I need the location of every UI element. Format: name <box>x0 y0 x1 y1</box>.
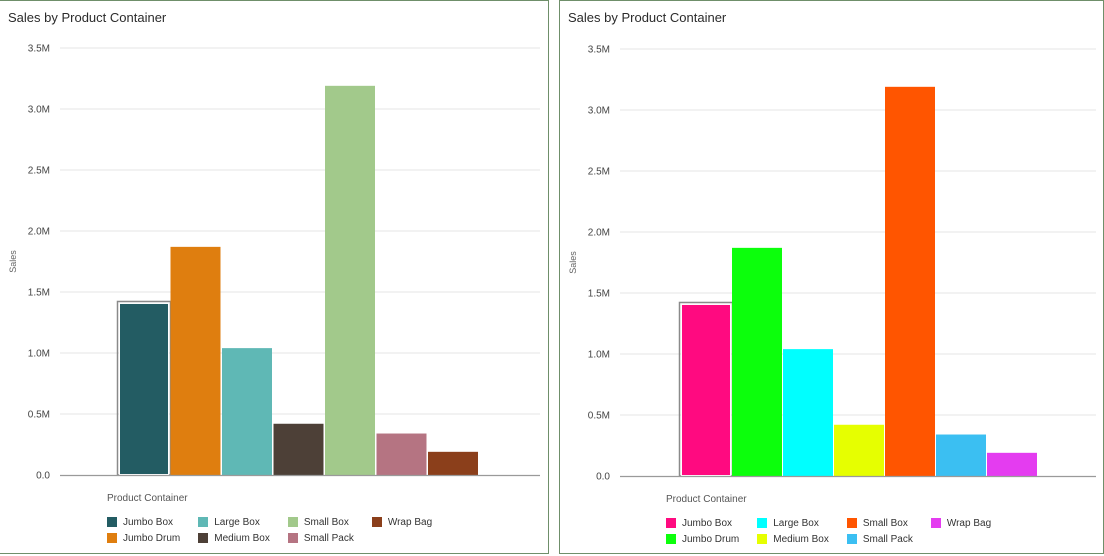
legend-label: Jumbo Box <box>123 516 174 528</box>
legend-item-small-box[interactable]: Small Box <box>846 515 913 531</box>
legend-label: Wrap Bag <box>387 516 433 528</box>
legend-swatch <box>198 533 209 543</box>
legend-swatch <box>666 534 676 544</box>
y-tick-label: 0.0 <box>36 471 50 482</box>
selection-inner-outline <box>119 302 169 476</box>
legend-item-jumbo-drum[interactable]: Jumbo Drum <box>666 531 739 547</box>
legend-label: Small Pack <box>862 533 913 545</box>
bar-jumbo-drum[interactable] <box>732 247 782 476</box>
bar-small-pack[interactable] <box>936 434 986 476</box>
y-axis-label: Sales <box>568 251 578 274</box>
legend-swatch <box>846 518 857 528</box>
legend-swatch <box>287 517 298 527</box>
bar-medium-box[interactable] <box>834 424 884 476</box>
y-tick-label: 3.5M <box>28 44 50 55</box>
y-tick-label: 0.5M <box>588 411 610 422</box>
legend-item-small-box[interactable]: Small Box <box>287 514 354 530</box>
y-tick-label: 3.0M <box>28 105 50 116</box>
legend-label: Jumbo Drum <box>682 533 740 545</box>
y-tick-label: 2.0M <box>28 227 50 238</box>
legend-swatch <box>107 533 117 543</box>
chart-title: Sales by Product Container <box>568 10 727 25</box>
legend-item-wrap-bag[interactable]: Wrap Bag <box>930 515 992 531</box>
y-tick-label: 2.0M <box>588 228 610 239</box>
legend: Jumbo Box Jumbo Drum Large Box Medium Box Sm… <box>666 515 991 547</box>
legend-label: Wrap Bag <box>946 517 992 529</box>
legend-title: Product Container <box>107 493 188 504</box>
y-tick-label: 3.5M <box>588 45 610 56</box>
legend-item-large-box[interactable]: Large Box <box>757 515 829 531</box>
legend-label: Small Box <box>862 517 908 529</box>
y-tick-label: 1.5M <box>28 288 50 299</box>
legend-title: Product Container <box>666 494 747 505</box>
legend-label: Small Box <box>303 516 349 528</box>
y-tick-label: 2.5M <box>28 166 50 177</box>
legend: Jumbo Box Jumbo Drum Large Box Medium Box Sm… <box>107 514 432 546</box>
legend-label: Medium Box <box>214 532 270 544</box>
legend-label: Small Pack <box>303 532 354 544</box>
bar-small-pack[interactable] <box>376 433 427 475</box>
legend-swatch <box>930 518 941 528</box>
bar-wrap-bag[interactable] <box>987 452 1037 476</box>
bar-chart-right: 0.0 0.5M 1.0M 1.5M 2.0M 2.5M 3.0M 3.5M Sales <box>568 45 1096 483</box>
chart-panel-left: Sales by Product Container 0.0 0.5M 1.0M 1.… <box>0 0 549 554</box>
legend-item-medium-box[interactable]: Medium Box <box>757 531 829 547</box>
y-tick-label: 0.5M <box>28 410 50 421</box>
legend-item-large-box[interactable]: Large Box <box>198 514 270 530</box>
selection-inner-outline <box>681 303 731 477</box>
y-tick-label: 2.5M <box>588 167 610 178</box>
legend-swatch <box>107 517 117 527</box>
legend-item-wrap-bag[interactable]: Wrap Bag <box>371 514 433 530</box>
legend-swatch <box>757 518 768 528</box>
bar-small-box[interactable] <box>325 85 375 475</box>
legend-swatch <box>287 533 298 543</box>
y-tick-label: 3.0M <box>588 106 610 117</box>
legend-label: Jumbo Drum <box>123 532 181 544</box>
bar-small-box[interactable] <box>885 86 935 476</box>
bar-jumbo-drum[interactable] <box>170 246 221 475</box>
legend-swatch <box>371 517 382 527</box>
legend-swatch <box>666 518 676 528</box>
y-tick-label: 1.0M <box>28 349 50 360</box>
legend-item-small-pack[interactable]: Small Pack <box>287 530 354 546</box>
y-tick-label: 1.0M <box>588 350 610 361</box>
legend-swatch <box>846 534 857 544</box>
bar-jumbo-box[interactable] <box>681 303 731 476</box>
bar-chart-left: 0.0 0.5M 1.0M 1.5M 2.0M 2.5M 3.0M 3.5M Sales <box>8 44 540 482</box>
legend-item-jumbo-box[interactable]: Jumbo Box <box>107 514 180 530</box>
chart-title: Sales by Product Container <box>8 10 167 25</box>
legend-item-small-pack[interactable]: Small Pack <box>846 531 913 547</box>
chart-panel-right: Sales by Product Container 0.0 0.5M 1.0M 1.… <box>559 0 1104 554</box>
bar-large-box[interactable] <box>783 349 833 476</box>
legend-item-medium-box[interactable]: Medium Box <box>198 530 270 546</box>
legend-item-jumbo-box[interactable]: Jumbo Box <box>666 515 739 531</box>
legend-swatch <box>757 534 768 544</box>
legend-swatch <box>198 517 209 527</box>
legend-label: Medium Box <box>773 533 829 545</box>
legend-label: Large Box <box>214 516 260 528</box>
y-axis-label: Sales <box>8 250 18 273</box>
y-tick-label: 0.0 <box>596 472 610 483</box>
legend-label: Large Box <box>773 517 819 529</box>
bar-medium-box[interactable] <box>273 423 324 475</box>
bar-large-box[interactable] <box>222 348 272 475</box>
bar-jumbo-box[interactable] <box>119 302 169 475</box>
y-tick-label: 1.5M <box>588 289 610 300</box>
legend-item-jumbo-drum[interactable]: Jumbo Drum <box>107 530 180 546</box>
bar-wrap-bag[interactable] <box>428 451 478 475</box>
legend-label: Jumbo Box <box>682 517 733 529</box>
